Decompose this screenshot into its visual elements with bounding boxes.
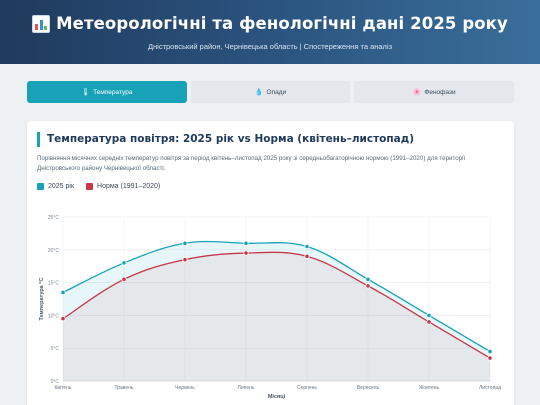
- x-axis-label: Місяці: [268, 394, 286, 400]
- series-2025-line: [62, 240, 491, 353]
- series-2025-point: [426, 312, 432, 319]
- legend-swatch: [86, 183, 94, 190]
- series-norm-point: [182, 257, 188, 263]
- tab-bar: 🌡 Температура 💧 Опади 🌸 Фенофази: [27, 81, 515, 103]
- x-tick-label: Серпень: [297, 385, 317, 391]
- x-tick-label: Жовтень: [419, 385, 440, 391]
- legend-item-norm[interactable]: Норма (1991–2020): [86, 183, 160, 190]
- page-title: Метеорологічні та фенологічні дані 2025 …: [56, 14, 508, 33]
- chart-legend: 2025 рік Норма (1991–2020): [37, 183, 160, 190]
- y-tick-label: 20°C: [48, 248, 60, 254]
- series-2025-point: [182, 240, 188, 246]
- tab-phenophases[interactable]: 🌸 Фенофази: [354, 81, 515, 103]
- x-tick-label: Червень: [175, 385, 195, 391]
- series-norm-point: [426, 319, 432, 325]
- droplet-icon: 💧: [254, 89, 264, 96]
- series-2025-point: [365, 276, 371, 282]
- tab-precipitation[interactable]: 💧 Опади: [190, 81, 351, 103]
- legend-label: 2025 рік: [48, 183, 75, 190]
- temperature-card: Температура повітря: 2025 рік vs Норма (…: [27, 121, 514, 405]
- legend-label: Норма (1991–2020): [97, 183, 161, 190]
- y-axis-label: Температура °C: [39, 278, 45, 321]
- tab-label: Фенофази: [424, 88, 456, 96]
- series-norm-point: [487, 355, 493, 361]
- x-tick-label: Травень: [114, 385, 133, 391]
- page-subtitle: Дністровський район, Чернівецька область…: [147, 42, 393, 51]
- x-tick-label: Липень: [238, 385, 255, 391]
- temperature-chart: 0°C 5°C 10°C 15°C 20°C 25°C Квітень Травень Черв…: [39, 215, 501, 400]
- series-norm-point: [60, 316, 66, 322]
- page-title-row: Метеорологічні та фенологічні дані 2025 …: [0, 14, 540, 33]
- bar-chart-icon: [32, 14, 51, 33]
- x-tick-label: Листопад: [479, 385, 501, 391]
- y-tick-label: 0°C: [51, 379, 60, 385]
- card-title: Температура повітря: 2025 рік vs Норма (…: [37, 132, 414, 147]
- series-norm-line: [62, 251, 491, 359]
- series-norm-point: [365, 283, 371, 289]
- thermometer-icon: 🌡: [81, 89, 91, 96]
- tab-label: Температура: [93, 88, 133, 96]
- legend-item-2025[interactable]: 2025 рік: [37, 183, 74, 190]
- flower-icon: 🌸: [412, 89, 422, 96]
- series-norm-area: [63, 252, 490, 381]
- series-norm-point: [121, 276, 127, 282]
- y-tick-label: 5°C: [51, 346, 60, 352]
- series-2025-area: [63, 241, 490, 381]
- legend-swatch: [37, 183, 44, 190]
- series-2025-point: [487, 348, 493, 355]
- series-2025-point: [121, 260, 127, 266]
- series-2025-point: [60, 289, 66, 296]
- series-2025-point: [304, 243, 310, 250]
- series-2025-point: [243, 240, 249, 246]
- page-header: Метеорологічні та фенологічні дані 2025 …: [0, 0, 540, 64]
- y-tick-label: 25°C: [48, 215, 60, 221]
- series-norm-point: [243, 250, 249, 256]
- tab-temperature[interactable]: 🌡 Температура: [27, 81, 187, 103]
- x-tick-label: Вересень: [357, 385, 380, 391]
- tab-label: Опади: [266, 88, 287, 96]
- y-tick-label: 10°C: [48, 313, 60, 319]
- series-norm-point: [304, 253, 310, 259]
- card-description: Порівняння місячних середніх температур …: [37, 155, 466, 172]
- x-tick-label: Квітень: [54, 385, 71, 391]
- y-tick-label: 15°C: [48, 281, 60, 287]
